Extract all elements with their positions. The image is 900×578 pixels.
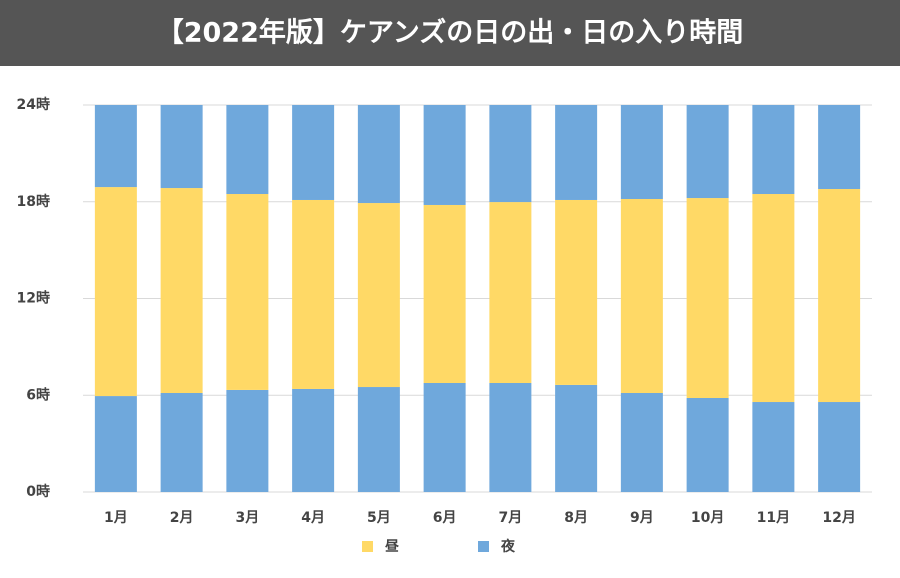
bar-segment <box>94 187 137 397</box>
y-tick-label: 0時 <box>26 483 50 500</box>
bar-segment <box>489 105 532 203</box>
bar-segment <box>94 105 137 188</box>
bar-segment <box>292 199 335 389</box>
x-tick-label: 3月 <box>236 510 260 526</box>
bar-segment <box>423 204 466 383</box>
bar-segment <box>818 402 861 492</box>
x-tick-label: 1月 <box>104 510 128 526</box>
bar-segment <box>620 105 663 200</box>
title-band <box>0 0 900 66</box>
y-tick-label: 24時 <box>17 96 50 113</box>
bar-segment <box>226 105 269 195</box>
x-tick-label: 2月 <box>170 510 194 526</box>
bar-segment <box>226 194 269 390</box>
bar-segment <box>555 384 598 492</box>
legend-label: 昼 <box>385 539 399 555</box>
bar-segment <box>620 199 663 393</box>
bar-segment <box>94 396 137 492</box>
legend-swatch <box>478 541 489 552</box>
bar-segment <box>555 105 598 200</box>
bar-segment <box>686 198 729 398</box>
bar-segment <box>292 105 335 200</box>
x-tick-label: 8月 <box>564 510 588 526</box>
x-tick-label: 7月 <box>499 510 523 526</box>
legend-label: 夜 <box>500 538 516 555</box>
x-tick-label: 12月 <box>822 510 855 526</box>
x-tick-label: 4月 <box>301 510 325 526</box>
bar-segment <box>423 382 466 492</box>
bar-segment <box>357 105 400 204</box>
chart-title: 【2022年版】ケアンズの日の出・日の入り時間 <box>157 17 744 49</box>
bar-segment <box>489 202 532 383</box>
bar-segment <box>555 199 598 385</box>
x-tick-label: 5月 <box>367 510 391 526</box>
bar-segment <box>818 105 861 190</box>
legend-swatch <box>362 541 373 552</box>
bar-segment <box>686 397 729 492</box>
bar-segment <box>160 392 203 492</box>
y-tick-label: 12時 <box>17 290 50 307</box>
bar-segment <box>752 402 795 492</box>
y-tick-label: 18時 <box>17 193 50 210</box>
y-tick-label: 6時 <box>26 386 50 403</box>
bar-segment <box>292 388 335 492</box>
bar-segment <box>489 382 532 492</box>
bar-segment <box>818 189 861 403</box>
x-tick-label: 9月 <box>630 510 654 526</box>
bar-segment <box>752 194 795 403</box>
bar-segment <box>226 389 269 492</box>
bar-segment <box>686 105 729 199</box>
bar-segment <box>620 392 663 492</box>
x-tick-label: 10月 <box>691 510 724 526</box>
x-tick-label: 6月 <box>433 510 457 526</box>
bar-segment <box>160 188 203 393</box>
bar-segment <box>357 387 400 492</box>
bar-segment <box>160 105 203 189</box>
bar-segment <box>423 105 466 205</box>
x-tick-label: 11月 <box>757 510 790 526</box>
bar-segment <box>357 203 400 388</box>
bar-segment <box>752 105 795 195</box>
